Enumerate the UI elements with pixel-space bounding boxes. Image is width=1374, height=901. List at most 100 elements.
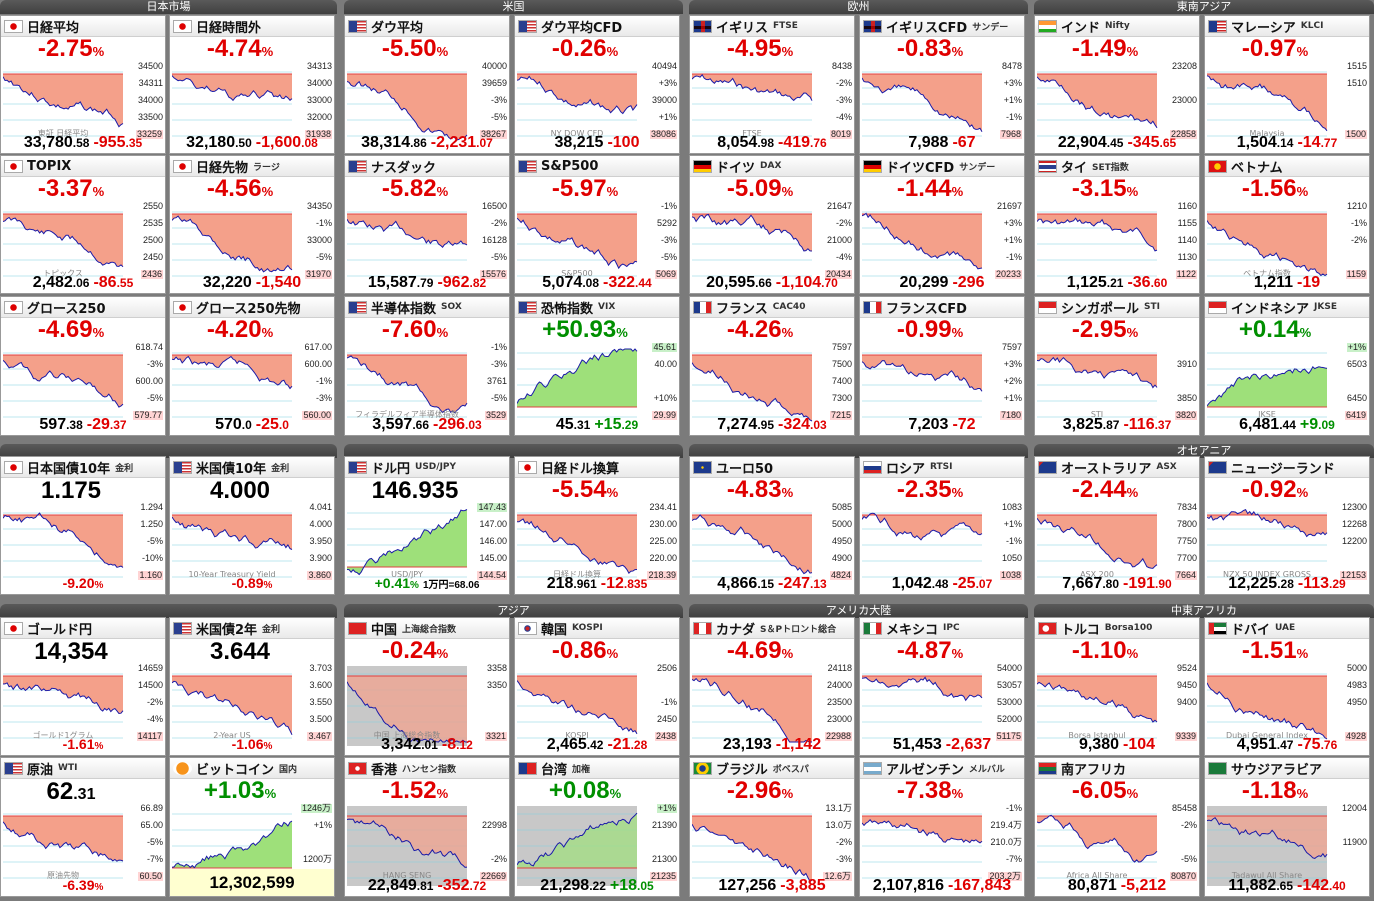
market-tile[interactable]: 米国債2年 金利 2-Year US 3.703 3.600 3.550 3.500 3.46… bbox=[169, 617, 335, 756]
market-tile[interactable]: アルゼンチン メルバル -1% 219.4万 210.0万 -7% 203.2万 -7.38%… bbox=[859, 757, 1025, 897]
market-tile[interactable]: ナスダック 16500 -2% 16128 -5% 15576 -5.82% 15,587.7… bbox=[344, 155, 510, 294]
market-tile[interactable]: ダウ平均 40000 39659 -3% -5% 38267 -5.50% 38,314.86… bbox=[344, 15, 510, 154]
market-tile[interactable]: ダウ平均CFD NY DOW CFD 40494 +3% 39000 +1% 38086 -0… bbox=[514, 15, 680, 154]
chart-price-line bbox=[1207, 508, 1328, 538]
market-tile[interactable]: 恐怖指数 VIX 45.61 40.00 +10% 29.99 +50.93% 45.31 +1… bbox=[514, 296, 680, 436]
chart-price-line bbox=[692, 823, 813, 883]
chart-price-line bbox=[1207, 817, 1328, 859]
market-tile[interactable]: イギリス FTSE FTSE 8438 -2% -3% -4% 8019 -4.95% 8,054… bbox=[689, 15, 855, 154]
change-percent: -4.20% bbox=[206, 316, 274, 343]
axis-tick-label: 80870 bbox=[1169, 871, 1197, 881]
net-change-dec: .12 bbox=[456, 738, 473, 752]
market-tile[interactable]: 米国債10年 金利 10-Year Treasury Yield 4.041 4.000… bbox=[169, 456, 335, 595]
market-tile[interactable]: 台湾 加権 +1% 21390 21300 21235 +0.08% 21,298.22 +18… bbox=[514, 757, 680, 897]
market-tile[interactable]: ベトナム ベトナム指数 1210 -1% -2% 1159 -1.56% 1,211 -19 bbox=[1204, 155, 1370, 294]
tile-value: 14,354 bbox=[1, 638, 141, 666]
tile-name: ダウ平均 bbox=[371, 20, 424, 36]
axis-tick-label: 4.000 bbox=[309, 519, 332, 529]
market-tile[interactable]: ドイツCFD サンデー 21697 +3% +1% -1% 20233 -1.44% 20,29… bbox=[859, 155, 1025, 294]
market-tile[interactable]: 南アフリカ Africa All Share 85458 -2% -5% 80870 -6.… bbox=[1034, 757, 1200, 897]
market-tile[interactable]: 日経時間外 34313 34000 33000 32000 31938 -4.74% 32,1… bbox=[169, 15, 335, 154]
net-change: -29.37 bbox=[87, 416, 127, 433]
market-tile[interactable]: サウジアラビア Tadawul All Share 12004 11900 -1.18%… bbox=[1204, 757, 1370, 897]
market-tile[interactable]: オーストラリア ASX ASX 200 7834 7800 7750 7700 7664 -2.… bbox=[1034, 456, 1200, 595]
change-percent-value: -4.20 bbox=[206, 316, 262, 343]
price-chart: 日経ドル換算 bbox=[517, 512, 638, 579]
market-tile[interactable]: ニュージーランド NZX 50 INDEX GROSS 12300 12268 1220… bbox=[1204, 456, 1370, 595]
market-tile[interactable]: 中国 上海総合指数 中国 上海総合指数 3358 3350 3321 -0.24% 3,342… bbox=[344, 617, 510, 756]
market-tile[interactable]: S&P500 S&P500 -1% 5292 -3% -5% 5069 -5.97% 5,074… bbox=[514, 155, 680, 294]
change-percent: -0.83% bbox=[896, 35, 964, 62]
tile-subtitle: JKSE bbox=[1314, 302, 1337, 312]
tile-name: トルコ bbox=[1061, 622, 1100, 638]
tile-header: 南アフリカ bbox=[1035, 758, 1199, 779]
last-price: 9,380 bbox=[1079, 736, 1119, 753]
last-price-dec: .44 bbox=[1279, 418, 1296, 432]
market-tile[interactable]: インド Nifty 23208 23000 22858 -1.49% 22,904.45 -3… bbox=[1034, 15, 1200, 154]
market-tile[interactable]: TOPIX トピックス 2550 2535 2500 2450 2436 -3.37% 2,48… bbox=[0, 155, 166, 294]
market-tile[interactable]: ドイツ DAX 21647 -2% 21000 -4% 20434 -5.09% 20,595.… bbox=[689, 155, 855, 294]
axis-tick-label: 34350 bbox=[306, 201, 332, 211]
chart-price-line bbox=[3, 216, 124, 268]
market-tile[interactable]: 日経先物 ラージ 34350 -1% 33000 -5% 31970 -4.56% 32,220… bbox=[169, 155, 335, 294]
change-percent: -2.96% bbox=[726, 777, 794, 804]
net-change-int: -345 bbox=[1127, 134, 1160, 151]
market-tile[interactable]: 日経ドル換算 日経ドル換算 234.41 230.00 225.00 220.00 218.… bbox=[514, 456, 680, 595]
tile-header: 香港 ハンセン指数 bbox=[345, 758, 509, 779]
market-tile[interactable]: インドネシア JKSE JKSE +1% 6503 6450 6419 +0.14% 6,481… bbox=[1204, 296, 1370, 436]
net-change-int: -36 bbox=[1127, 274, 1151, 291]
market-tile[interactable]: シンガポール STI STI 3910 3850 3820 -2.95% 3,825.87 -1… bbox=[1034, 296, 1200, 436]
tile-header: ブラジル ボベスパ bbox=[690, 758, 854, 779]
market-tile[interactable]: ロシア RTSI 1083 +1% -1% 1050 1038 -2.35% 1,042.48-… bbox=[859, 456, 1025, 595]
market-tile[interactable]: 日本国債10年 金利 1.294 1.250 -5% -10% 1.160 1.175 -9.2… bbox=[0, 456, 166, 595]
axis-ticks: 2550 2535 2500 2450 2436 bbox=[117, 202, 163, 280]
axis-tick-label: 23000 bbox=[826, 714, 852, 724]
market-tile[interactable]: ドル円 USD/JPY USD/JPY 147.43 147.00 146.00 145.0… bbox=[344, 456, 510, 595]
market-tile[interactable]: カナダ S＆Pトロント総合 24118 24000 23500 23000 22988 -4.… bbox=[689, 617, 855, 756]
axis-tick-label: 1.294 bbox=[140, 502, 163, 512]
market-tile[interactable]: グロース250 618.74 -3% 600.00 -5% 579.77 -4.69% 597… bbox=[0, 296, 166, 436]
market-tile[interactable]: 半導体指数 SOX フィラデルフィア半導体指数 -1% -3% 3761 -5% 3529 -7… bbox=[344, 296, 510, 436]
market-tile[interactable]: トルコ Borsa100 Borsa Istanbul 9524 9450 9400 933… bbox=[1034, 617, 1200, 756]
last-price-int: 15,587 bbox=[367, 274, 417, 291]
axis-tick-label: -1% bbox=[660, 697, 677, 707]
net-change-dec: .72 bbox=[469, 879, 487, 893]
market-tile[interactable]: イギリスCFD サンデー 8478 +3% +1% -1% 7968 -0.83% 7,988-… bbox=[859, 15, 1025, 154]
chart-price-line bbox=[347, 681, 468, 743]
chart-change-area bbox=[172, 355, 292, 389]
tile-header: ゴールド円 bbox=[1, 618, 165, 639]
market-tile[interactable]: タイ SET指数 1160 1155 1140 1130 1122 -3.15% 1,125.2… bbox=[1034, 155, 1200, 294]
net-change: -955.35 bbox=[93, 134, 142, 151]
net-change-int: -21 bbox=[607, 736, 631, 753]
market-tile[interactable]: ドバイ UAE Dubai General Index 5000 4983 4950 492… bbox=[1204, 617, 1370, 756]
axis-tick-label: 22669 bbox=[479, 871, 507, 881]
market-tile[interactable]: 原油 WTI 原油先物 66.89 65.00 -5% -7% 60.50 62.31 -6.39… bbox=[0, 757, 166, 897]
axis-tick-label: 53000 bbox=[996, 697, 1022, 707]
axis-tick-label: -5% bbox=[490, 252, 507, 262]
tile-header: アルゼンチン メルバル bbox=[860, 758, 1024, 779]
change-percent: +50.93% bbox=[542, 316, 628, 343]
market-tile[interactable]: メキシコ IPC 54000 53057 53000 52000 51175 -4.87% 51… bbox=[859, 617, 1025, 756]
market-tile[interactable]: フランスCFD 7597 +3% +2% +1% 7180 -0.99% 7,203 -72 bbox=[859, 296, 1025, 436]
market-tile[interactable]: 韓国 KOSPI KOSPI 2506 -1% 2450 2438 -0.86% 2,465.4… bbox=[514, 617, 680, 756]
change-percent-value: -4.56 bbox=[206, 175, 262, 202]
market-tile[interactable]: 香港 ハンセン指数 HANG SENG 22998 -2% 22669 -1.52% 22,8… bbox=[344, 757, 510, 897]
chart-change-area bbox=[1207, 214, 1327, 276]
tile-name: オーストラリア bbox=[1061, 461, 1152, 477]
axis-tick-label: 21647 bbox=[826, 201, 852, 211]
axis-tick-label: 4950 bbox=[1346, 697, 1367, 707]
market-tile[interactable]: フランス CAC40 7597 7500 7400 7300 7215 -4.26% 7,274… bbox=[689, 296, 855, 436]
market-tile[interactable]: ブラジル ボベスパ 13.1万 13.0万 -2% -3% 12.6万 -2.96% 127,2… bbox=[689, 757, 855, 897]
net-change-int: +15 bbox=[594, 416, 622, 433]
market-tile[interactable]: 日経平均 東証 日経平均 34500 34311 34000 33500 33259 -2.7… bbox=[0, 15, 166, 154]
market-tile[interactable]: マレーシア KLCI Malaysia 1515 1510 1500 -0.97% 1,504… bbox=[1204, 15, 1370, 154]
tile-header: S&P500 bbox=[515, 156, 679, 177]
market-tile[interactable]: グロース250先物 617.00 600.00 -1% -3% 560.00 -4.20% 5… bbox=[169, 296, 335, 436]
market-tile[interactable]: ユーロ50 5085 5000 4950 4900 4824 -4.83% 4,866.15-… bbox=[689, 456, 855, 595]
axis-tick-label: 3.703 bbox=[309, 663, 332, 673]
market-tile[interactable]: ビットコイン国内coincheck BTC/JPY1246万+1%1200万11… bbox=[169, 757, 335, 897]
last-price: 12,302,599 bbox=[209, 873, 295, 892]
tile-subtitle: 加権 bbox=[572, 764, 591, 775]
market-tile[interactable]: ゴールド円 ゴールド1グラム 14659 14500 -2% -4% 14117 14,354… bbox=[0, 617, 166, 756]
net-change-dec: .65 bbox=[1159, 136, 1177, 150]
